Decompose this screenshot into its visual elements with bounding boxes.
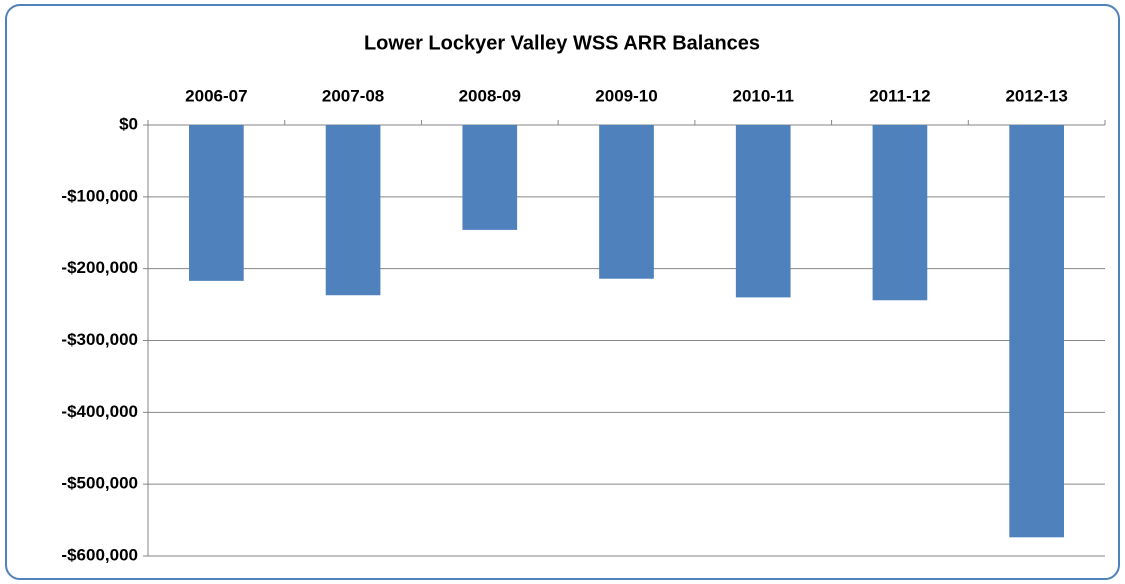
bar — [325, 125, 381, 296]
x-tick-label: 2006-07 — [185, 86, 247, 105]
chart-title: Lower Lockyer Valley WSS ARR Balances — [364, 32, 760, 54]
x-tick-label: 2009-10 — [595, 86, 657, 105]
x-tick-label: 2007-08 — [322, 86, 384, 105]
x-tick-label: 2011-12 — [869, 86, 930, 105]
x-tick-label: 2010-11 — [732, 86, 793, 105]
x-tick-label: 2012-13 — [1005, 86, 1067, 105]
y-tick-label: -$600,000 — [61, 545, 138, 564]
y-tick-label: -$200,000 — [61, 258, 138, 277]
y-tick-label: -$500,000 — [61, 474, 138, 493]
y-tick-label: -$400,000 — [61, 402, 138, 421]
bar — [735, 125, 791, 298]
bar — [599, 125, 654, 279]
y-tick-label: $0 — [119, 114, 138, 133]
y-tick-label: -$100,000 — [61, 186, 138, 205]
bar — [189, 125, 244, 281]
bar — [872, 125, 928, 301]
x-tick-label: 2008-09 — [459, 86, 521, 105]
bar — [462, 125, 518, 230]
chart-frame — [5, 4, 1120, 580]
y-tick-label: -$300,000 — [61, 330, 138, 349]
bar — [1009, 125, 1064, 538]
